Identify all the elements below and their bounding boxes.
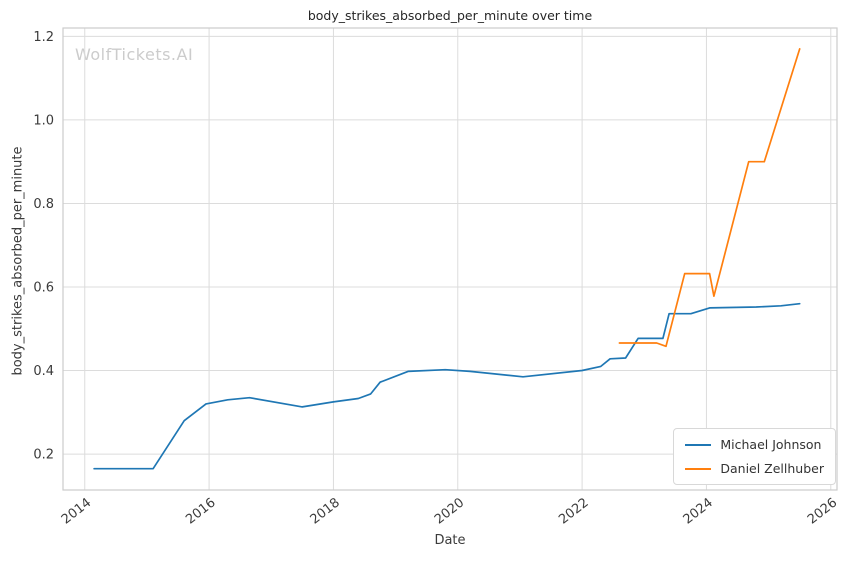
chart-title: body_strikes_absorbed_per_minute over ti… [307, 8, 593, 23]
x-axis-tick-labels: 2014 2016 2018 2020 2022 2024 2026 [59, 495, 840, 527]
x-tick-label: 2022 [556, 495, 591, 527]
x-axis-label: Date [434, 533, 466, 548]
legend-item-daniel-zellhuber: Daniel Zellhuber [685, 461, 824, 476]
y-tick-label: 0.4 [33, 364, 54, 379]
legend-label-daniel-zellhuber: Daniel Zellhuber [720, 461, 824, 476]
x-tick-label: 2016 [183, 495, 218, 527]
series-line-1 [618, 48, 801, 348]
series-line-0 [93, 302, 801, 470]
x-tick-label: 2024 [681, 495, 716, 527]
y-tick-label: 0.8 [33, 197, 54, 212]
legend-line-swatch-michael-johnson [685, 443, 712, 446]
watermark: WolfTickets.AI [75, 45, 194, 64]
x-tick-label: 2018 [308, 495, 343, 527]
y-tick-label: 1.2 [33, 30, 54, 45]
y-tick-label: 1.0 [33, 113, 54, 128]
axes-spines [62, 27, 838, 491]
y-axis-tick-labels: 0.2 0.4 0.6 0.8 1.0 1.2 [33, 30, 54, 463]
legend-label-michael-johnson: Michael Johnson [720, 437, 822, 452]
legend: Michael Johnson Daniel Zellhuber [673, 428, 836, 485]
x-tick-label: 2020 [432, 495, 467, 527]
legend-line-swatch-daniel-zellhuber [685, 467, 712, 470]
x-tick-label: 2014 [59, 495, 94, 527]
y-tick-label: 0.6 [33, 280, 54, 295]
gridlines [63, 28, 837, 490]
x-tick-label: 2026 [805, 495, 840, 527]
legend-item-michael-johnson: Michael Johnson [685, 437, 824, 452]
y-tick-label: 0.2 [33, 448, 54, 463]
